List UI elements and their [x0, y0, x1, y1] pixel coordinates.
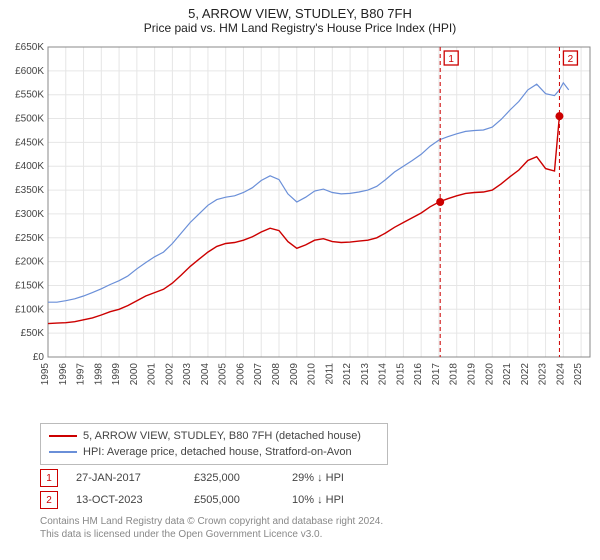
svg-text:2007: 2007 [253, 363, 264, 386]
svg-text:2005: 2005 [218, 363, 229, 386]
svg-text:1996: 1996 [58, 363, 69, 386]
svg-text:£0: £0 [33, 352, 45, 363]
footnote-line-1: Contains HM Land Registry data © Crown c… [40, 515, 590, 528]
sale-marker-box-2: 2 [40, 491, 58, 509]
sale-date-1: 27-JAN-2017 [76, 472, 176, 484]
footnote-line-2: This data is licensed under the Open Gov… [40, 528, 590, 541]
svg-text:2006: 2006 [235, 363, 246, 386]
svg-text:£50K: £50K [21, 328, 45, 339]
svg-text:£150K: £150K [15, 280, 44, 291]
page-container: 5, ARROW VIEW, STUDLEY, B80 7FH Price pa… [0, 0, 600, 541]
svg-text:2025: 2025 [573, 363, 584, 386]
svg-text:2019: 2019 [466, 363, 477, 386]
legend-row-hpi: HPI: Average price, detached house, Stra… [49, 444, 379, 460]
svg-text:2012: 2012 [342, 363, 353, 386]
svg-text:1: 1 [448, 54, 454, 65]
svg-text:2018: 2018 [449, 363, 460, 386]
sale-diff-1: 29% ↓ HPI [292, 472, 392, 484]
sale-marker-box-1: 1 [40, 469, 58, 487]
sale-row-2: 2 13-OCT-2023 £505,000 10% ↓ HPI [40, 491, 590, 509]
title-address: 5, ARROW VIEW, STUDLEY, B80 7FH [0, 6, 600, 21]
svg-text:£500K: £500K [15, 114, 44, 125]
svg-text:1995: 1995 [40, 363, 51, 386]
legend-swatch-hpi [49, 451, 77, 453]
legend-label-price: 5, ARROW VIEW, STUDLEY, B80 7FH (detache… [83, 428, 361, 444]
svg-text:2002: 2002 [164, 363, 175, 386]
svg-text:£600K: £600K [15, 66, 44, 77]
svg-text:2016: 2016 [413, 363, 424, 386]
svg-text:2014: 2014 [378, 363, 389, 386]
sale-price-2: £505,000 [194, 494, 274, 506]
svg-text:£400K: £400K [15, 161, 44, 172]
svg-text:2000: 2000 [129, 363, 140, 386]
svg-text:1998: 1998 [93, 363, 104, 386]
svg-text:£650K: £650K [15, 42, 44, 53]
svg-text:2021: 2021 [502, 363, 513, 386]
svg-text:2022: 2022 [520, 363, 531, 386]
svg-text:£350K: £350K [15, 185, 44, 196]
svg-text:£250K: £250K [15, 233, 44, 244]
footnotes: Contains HM Land Registry data © Crown c… [40, 515, 590, 541]
svg-text:2004: 2004 [200, 363, 211, 386]
svg-text:1999: 1999 [111, 363, 122, 386]
legend-box: 5, ARROW VIEW, STUDLEY, B80 7FH (detache… [40, 423, 388, 465]
sale-price-1: £325,000 [194, 472, 274, 484]
svg-text:£200K: £200K [15, 257, 44, 268]
svg-text:2011: 2011 [324, 363, 335, 385]
svg-text:£450K: £450K [15, 137, 44, 148]
sale-diff-2: 10% ↓ HPI [292, 494, 392, 506]
svg-text:2008: 2008 [271, 363, 282, 386]
chart-area: £0 £50K £100K £150K £200K £250K £300K £350K £400… [0, 37, 600, 417]
svg-text:2013: 2013 [360, 363, 371, 386]
svg-text:£300K: £300K [15, 209, 44, 220]
title-block: 5, ARROW VIEW, STUDLEY, B80 7FH Price pa… [0, 0, 600, 37]
legend-swatch-price [49, 435, 77, 437]
title-subtitle: Price paid vs. HM Land Registry's House … [0, 21, 600, 35]
legend-row-price: 5, ARROW VIEW, STUDLEY, B80 7FH (detache… [49, 428, 379, 444]
svg-text:£100K: £100K [15, 304, 44, 315]
svg-text:2009: 2009 [289, 363, 300, 386]
svg-text:2020: 2020 [484, 363, 495, 386]
legend-label-hpi: HPI: Average price, detached house, Stra… [83, 444, 352, 460]
svg-text:2: 2 [568, 54, 574, 65]
svg-text:£550K: £550K [15, 90, 44, 101]
svg-text:2003: 2003 [182, 363, 193, 386]
svg-text:2001: 2001 [147, 363, 158, 386]
svg-text:1997: 1997 [76, 363, 87, 386]
svg-text:2017: 2017 [431, 363, 442, 386]
svg-text:2024: 2024 [555, 363, 566, 386]
svg-text:2023: 2023 [538, 363, 549, 386]
sale-date-2: 13-OCT-2023 [76, 494, 176, 506]
svg-text:2010: 2010 [307, 363, 318, 386]
svg-text:2015: 2015 [395, 363, 406, 386]
sale-row-1: 1 27-JAN-2017 £325,000 29% ↓ HPI [40, 469, 590, 487]
chart-svg: £0 £50K £100K £150K £200K £250K £300K £350K £400… [0, 37, 600, 417]
